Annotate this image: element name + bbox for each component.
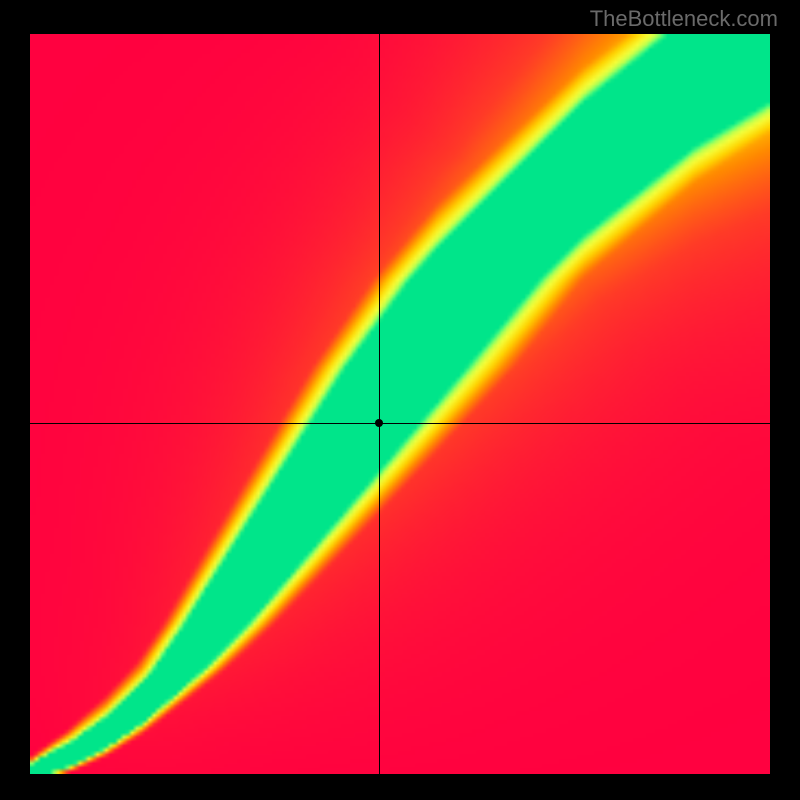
crosshair-vertical [379,34,380,774]
crosshair-marker-dot [375,419,383,427]
heatmap-plot [30,34,770,774]
heatmap-canvas [30,34,770,774]
crosshair-horizontal [30,423,770,424]
watermark-text: TheBottleneck.com [590,6,778,32]
